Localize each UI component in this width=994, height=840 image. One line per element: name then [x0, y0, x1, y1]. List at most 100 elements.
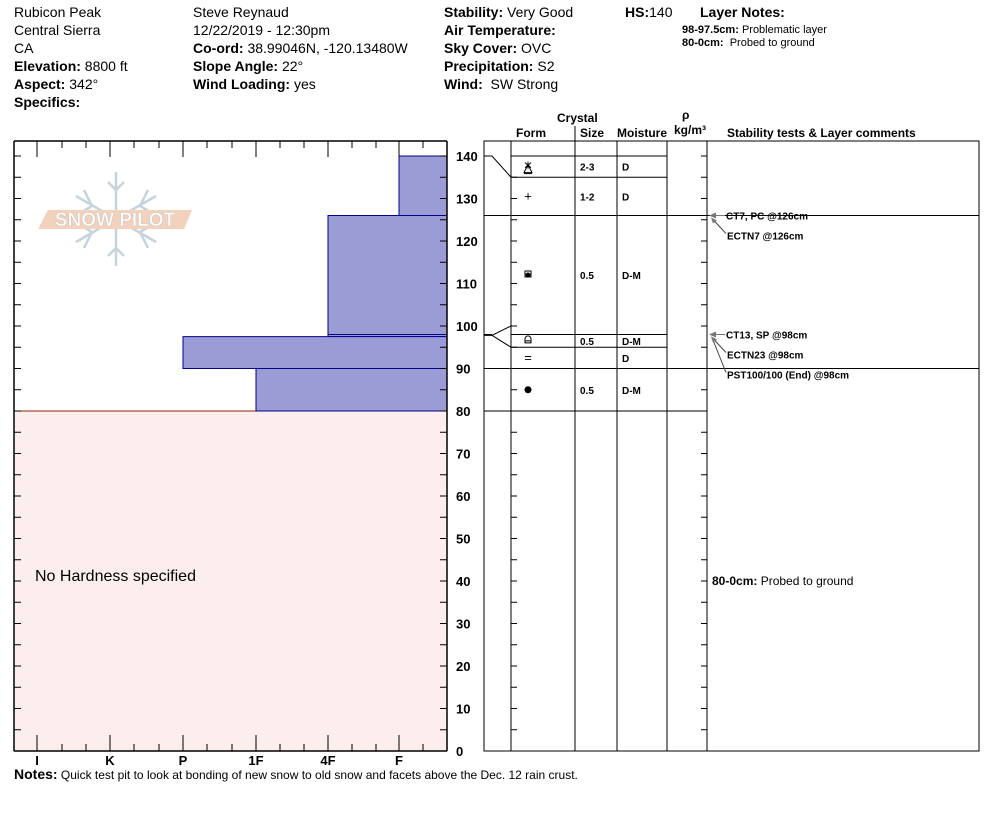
ice-crust-icon: =: [524, 350, 532, 365]
datetime: 12/22/2019 - 12:30pm: [193, 22, 330, 38]
height-tick-label: 60: [456, 489, 470, 504]
hardness-tick-label: P: [179, 753, 188, 768]
header-conditions: Stability: Very Good Air Temperature: Sk…: [444, 3, 573, 93]
hardness-bar: [182, 336, 448, 369]
sky-label: Sky Cover:: [444, 40, 518, 56]
stability-row: Stability: Very Good: [444, 3, 573, 21]
hs-value: 140: [649, 4, 673, 20]
height-tick-label: 140: [456, 149, 478, 164]
moisture: D: [622, 192, 629, 203]
precip-label: Precipitation:: [444, 58, 534, 74]
layer-comment: 80-0cm: Probed to ground: [712, 574, 853, 588]
height-tick-label: 120: [456, 234, 478, 249]
layer-comment-text: Probed to ground: [761, 574, 854, 588]
moisture: D-M: [622, 337, 641, 348]
aspect-row: Aspect: 342°: [14, 75, 128, 93]
height-tick-label: 0: [456, 744, 463, 759]
triangle-shape: [523, 163, 533, 174]
moisture: D: [622, 163, 629, 174]
elevation-label: Elevation:: [14, 58, 81, 74]
slope-label: Slope Angle:: [193, 58, 279, 74]
notes-row: Notes: Quick test pit to look at bonding…: [14, 766, 578, 782]
layer-note-text: Problematic layer: [741, 24, 827, 36]
header-moisture: Moisture: [617, 126, 668, 140]
stability-test-result: ECTN23 @98cm: [727, 351, 804, 362]
wind-row: Wind: SW Strong: [444, 75, 573, 93]
rounded-grains-icon: [524, 386, 532, 394]
stability-test-result: ECTN7 @126cm: [727, 232, 804, 243]
layer-notes-title: Layer Notes:: [700, 4, 785, 20]
logo-text: SNOW PILOT: [55, 210, 176, 231]
coord-label: Co-ord:: [193, 40, 244, 56]
slope-row: Slope Angle: 22°: [193, 57, 408, 75]
header-comments: Stability tests & Layer comments: [727, 126, 916, 140]
precip-row: Precipitation: S2: [444, 57, 573, 75]
hardness-tick-label: 4F: [320, 753, 335, 768]
air-temp-row: Air Temperature:: [444, 21, 573, 39]
unspecified-hardness-region: [13, 410, 448, 752]
header-crystal: Crystal: [557, 111, 598, 125]
layer-note: 80-0cm: Probed to ground: [682, 37, 827, 50]
mixed-forms-icon: [524, 270, 532, 278]
hardness-bar: [327, 215, 448, 335]
hs-row: HS:140: [625, 3, 672, 21]
height-tick-label: 100: [456, 319, 478, 334]
wind-loading-label: Wind Loading:: [193, 76, 291, 92]
hs-label: HS:: [625, 4, 650, 20]
header-rho: ρ: [682, 108, 690, 122]
header-density-unit: kg/m³: [674, 123, 707, 137]
hardness-bar: [398, 155, 448, 216]
precip-value: S2: [537, 58, 555, 74]
crystal-size: 1-2: [580, 192, 595, 203]
aspect-label: Aspect:: [14, 76, 66, 92]
coord-row: Co-ord: 38.99046N, -120.13480W: [193, 39, 408, 57]
specifics-row: Specifics:: [14, 93, 128, 111]
header-form: Form: [516, 126, 546, 140]
height-tick-label: 10: [456, 702, 470, 717]
crystal-size: 0.5: [580, 386, 594, 397]
logo-banner: [38, 210, 192, 229]
notes-label: Notes:: [14, 766, 58, 782]
moisture: D: [622, 354, 629, 365]
observer: Steve Reynaud: [193, 4, 289, 20]
faceted-rounded-icon: [524, 335, 532, 344]
moisture: D-M: [622, 271, 641, 282]
no-hardness-text: No Hardness specified: [35, 568, 196, 585]
coord-value: 38.99046N, -120.13480W: [247, 40, 408, 56]
location: Rubicon Peak: [14, 4, 102, 20]
hardness-tick-label: 1F: [248, 753, 263, 768]
sky-value: OVC: [521, 40, 552, 56]
crystal-size: 2-3: [580, 163, 595, 174]
arrow-head-icon: [709, 212, 716, 219]
hardness-tick-label: K: [105, 753, 115, 768]
crystal-size: 0.5: [580, 271, 594, 282]
hardness-tick-label: I: [35, 753, 39, 768]
air-temp-label: Air Temperature:: [444, 22, 556, 38]
height-tick-label: 90: [456, 362, 470, 377]
layer-comment-range: 80-0cm:: [712, 574, 761, 588]
height-tick-label: 130: [456, 192, 478, 207]
precip-particle-icon: [523, 161, 533, 175]
stability-test-result: CT7, PC @126cm: [726, 212, 808, 223]
stability-test-result: CT13, SP @98cm: [726, 331, 807, 342]
wind-value: SW Strong: [490, 76, 559, 92]
stability-value: Very Good: [507, 4, 574, 20]
elevation-value: 8800 ft: [84, 58, 128, 74]
slope-value: 22°: [281, 58, 304, 74]
layer-note-text: Probed to ground: [729, 37, 815, 49]
aspect-value: 342°: [69, 76, 99, 92]
height-tick-label: 70: [456, 447, 470, 462]
snowpilot-logo: SNOW PILOT: [38, 172, 192, 266]
test-arrow-line: [711, 337, 727, 373]
stability-test-result: PST100/100 (End) @98cm: [727, 371, 849, 382]
dot-shape: [525, 272, 531, 278]
decomposing-fragments-icon: +: [524, 188, 532, 203]
layer-note: 98-97.5cm: Problematic layer: [682, 24, 827, 37]
header-left: Rubicon Peak Central Sierra CA Elevation…: [14, 3, 128, 111]
arrow-head-icon: [711, 336, 717, 343]
height-tick-label: 110: [456, 277, 477, 292]
layer-note-range: 98-97.5cm:: [682, 24, 739, 36]
layer-connector: [484, 325, 512, 336]
wind-loading-value: yes: [293, 76, 316, 92]
crystal-size: 0.5: [580, 337, 594, 348]
